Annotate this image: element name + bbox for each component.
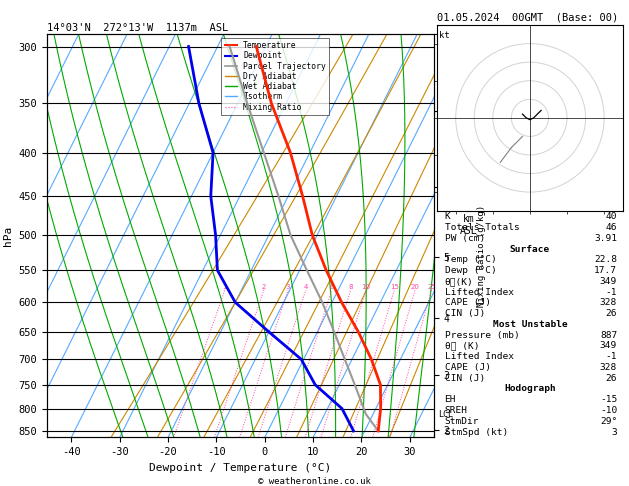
Text: Totals Totals: Totals Totals [445,223,520,232]
Text: 29°: 29° [600,417,617,426]
Text: EH: EH [445,395,456,404]
Text: 1: 1 [223,284,227,290]
Text: Lifted Index: Lifted Index [445,352,513,361]
Text: 328: 328 [600,363,617,372]
Text: -1: -1 [606,288,617,296]
Y-axis label: hPa: hPa [3,226,13,246]
Text: Most Unstable: Most Unstable [493,320,567,329]
Text: StmDir: StmDir [445,417,479,426]
Text: kt: kt [439,31,450,40]
Text: θᴄ(K): θᴄ(K) [445,277,474,286]
Text: K: K [445,212,450,221]
Text: StmSpd (kt): StmSpd (kt) [445,428,508,436]
Text: 2: 2 [262,284,266,290]
Text: Pressure (mb): Pressure (mb) [445,330,520,340]
Text: CAPE (J): CAPE (J) [445,298,491,307]
Text: CAPE (J): CAPE (J) [445,363,491,372]
Text: 3: 3 [611,428,617,436]
Y-axis label: km
ASL: km ASL [460,214,478,236]
Text: SREH: SREH [445,406,467,415]
Text: Hodograph: Hodograph [504,384,556,394]
Text: 26: 26 [606,309,617,318]
Text: 887: 887 [600,330,617,340]
Text: -15: -15 [600,395,617,404]
Text: Surface: Surface [510,244,550,254]
Text: 3.91: 3.91 [594,234,617,243]
Text: Lifted Index: Lifted Index [445,288,513,296]
Text: © weatheronline.co.uk: © weatheronline.co.uk [258,477,371,486]
Text: 20: 20 [411,284,420,290]
Text: 3: 3 [286,284,291,290]
Text: Temp (°C): Temp (°C) [445,255,496,264]
Text: 349: 349 [600,277,617,286]
Text: 8: 8 [348,284,353,290]
Text: θᴄ (K): θᴄ (K) [445,342,479,350]
Text: CIN (J): CIN (J) [445,309,485,318]
Text: 22.8: 22.8 [594,255,617,264]
Text: -1: -1 [606,352,617,361]
Text: 01.05.2024  00GMT  (Base: 00): 01.05.2024 00GMT (Base: 00) [437,12,618,22]
Text: 4: 4 [304,284,308,290]
Text: 26: 26 [606,374,617,382]
Text: Dewp (°C): Dewp (°C) [445,266,496,275]
Text: -10: -10 [600,406,617,415]
Text: 46: 46 [606,223,617,232]
Text: 349: 349 [600,342,617,350]
Text: PW (cm): PW (cm) [445,234,485,243]
Text: 14°03'N  272°13'W  1137m  ASL: 14°03'N 272°13'W 1137m ASL [47,23,228,33]
Legend: Temperature, Dewpoint, Parcel Trajectory, Dry Adiabat, Wet Adiabat, Isotherm, Mi: Temperature, Dewpoint, Parcel Trajectory… [221,38,329,115]
Text: LCL: LCL [438,410,453,418]
Text: 15: 15 [390,284,399,290]
Text: CIN (J): CIN (J) [445,374,485,382]
Text: 6: 6 [330,284,334,290]
Text: 328: 328 [600,298,617,307]
Text: 10: 10 [362,284,370,290]
Text: 25: 25 [427,284,436,290]
X-axis label: Dewpoint / Temperature (°C): Dewpoint / Temperature (°C) [150,463,331,473]
Text: Mixing Ratio (g/kg): Mixing Ratio (g/kg) [477,205,486,307]
Text: 40: 40 [606,212,617,221]
Text: 17.7: 17.7 [594,266,617,275]
